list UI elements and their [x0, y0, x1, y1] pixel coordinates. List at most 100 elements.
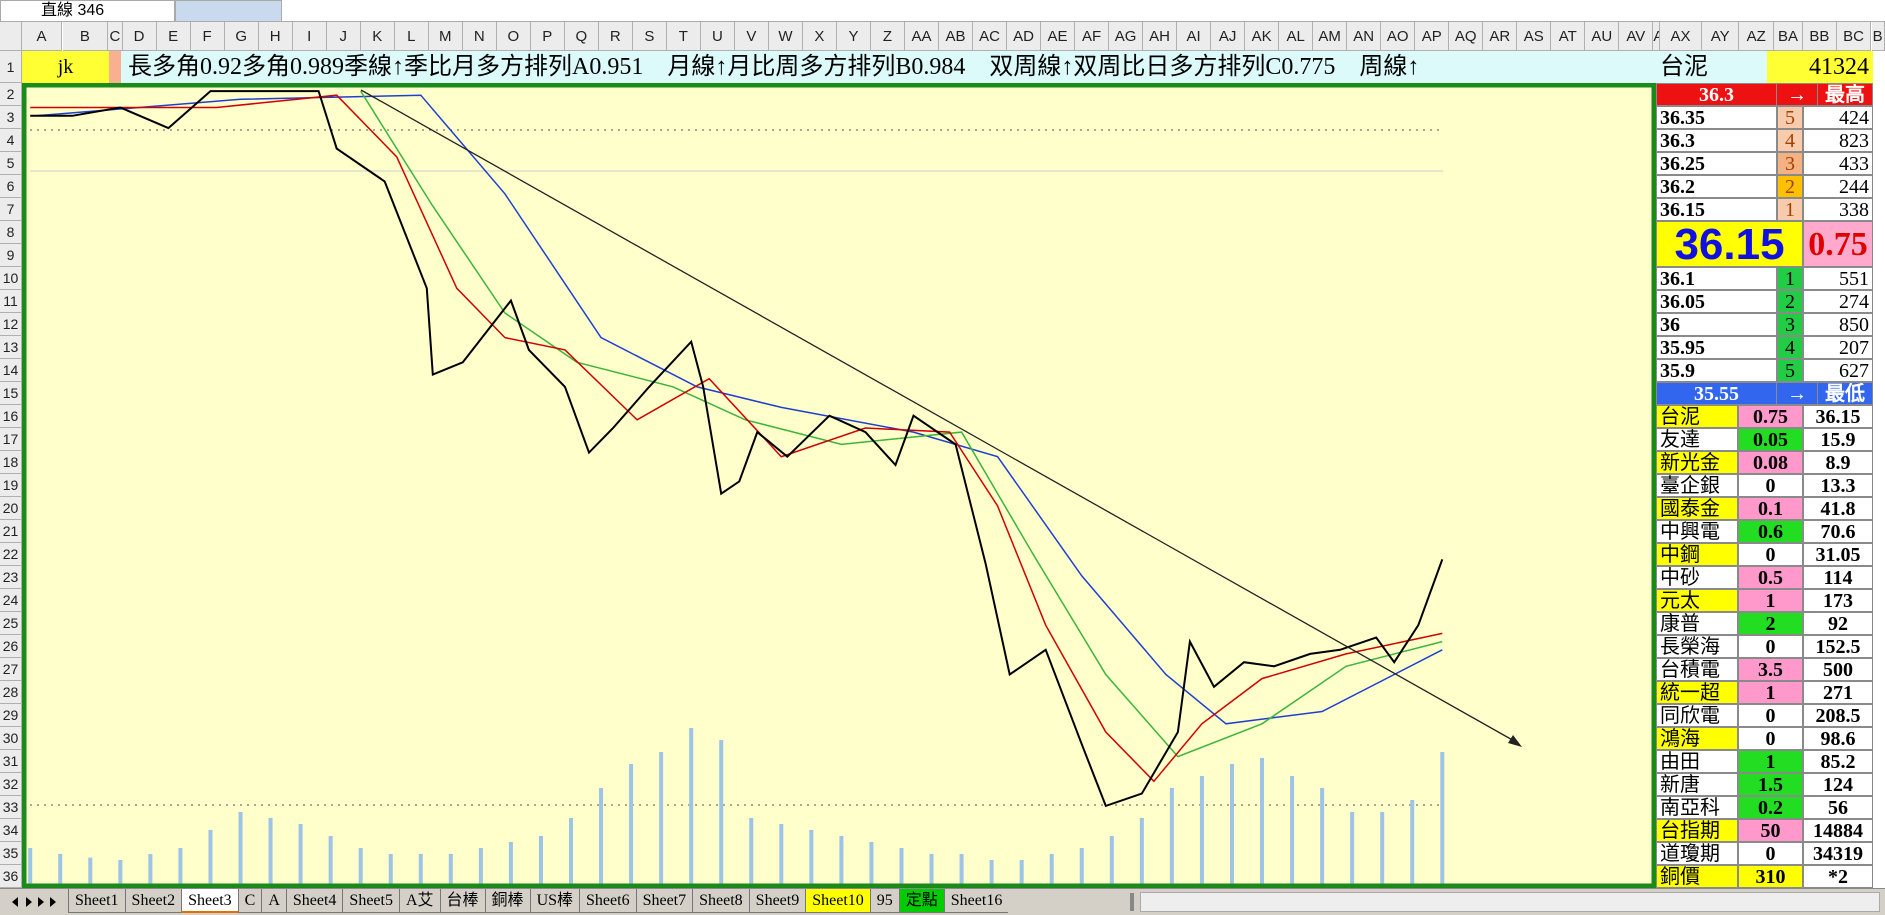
column-header: B: [1871, 22, 1885, 51]
row-header: 31: [0, 750, 22, 773]
row-header: 25: [0, 612, 22, 635]
volume-bar: [508, 841, 513, 884]
sheet-tab[interactable]: A艾: [398, 889, 441, 913]
sheet-tab[interactable]: A: [261, 889, 287, 913]
sheet-tab[interactable]: Sheet2: [124, 889, 183, 913]
book-volume: 274: [1803, 290, 1873, 313]
chart: [22, 83, 1656, 888]
column-header: Z: [870, 22, 905, 51]
tab-nav[interactable]: [4, 895, 64, 909]
book-volume: 627: [1803, 359, 1873, 382]
sheet-tab[interactable]: Sheet9: [748, 889, 807, 913]
volume-bar: [989, 859, 994, 884]
column-header: F: [190, 22, 225, 51]
book-price: 36: [1656, 313, 1777, 336]
sheet-tab[interactable]: C: [237, 889, 263, 913]
row-header: 16: [0, 405, 22, 428]
book-price: 36.35: [1656, 106, 1777, 129]
sheet-tab[interactable]: Sheet16: [943, 889, 1009, 913]
volume-bar: [869, 841, 874, 884]
volume-bar: [28, 847, 33, 884]
column-header: AX: [1659, 22, 1703, 51]
volume-bar: [1320, 787, 1325, 884]
volume-bar: [719, 739, 724, 884]
book-volume: 244: [1803, 175, 1873, 198]
column-header: L: [394, 22, 429, 51]
stock-price: 114: [1803, 566, 1873, 589]
book-volume: 338: [1803, 198, 1873, 221]
formula-bar[interactable]: [282, 0, 1885, 22]
column-header: AP: [1415, 22, 1450, 51]
sheet-tab[interactable]: Sheet10: [805, 889, 871, 913]
row-header: 33: [0, 796, 22, 819]
column-header: A: [1653, 22, 1660, 51]
stock-change: 50: [1738, 819, 1803, 842]
sheet-tab[interactable]: Sheet3: [181, 889, 239, 913]
sheet-tab[interactable]: Sheet4: [285, 889, 344, 913]
formula-button[interactable]: [175, 0, 282, 22]
sheet-tab[interactable]: Sheet5: [342, 889, 400, 913]
row-header: 24: [0, 589, 22, 612]
sheet-tab[interactable]: Sheet7: [635, 889, 694, 913]
book-level: 2: [1777, 175, 1803, 198]
stock-price: 500: [1803, 658, 1873, 681]
sheet-tab[interactable]: 95: [869, 889, 900, 913]
splitter[interactable]: [1130, 893, 1134, 911]
sheet-tab[interactable]: Sheet6: [579, 889, 637, 913]
column-header: AZ: [1739, 22, 1775, 51]
sheet-tab[interactable]: 台棒: [439, 889, 486, 913]
stock-name: 中砂: [1656, 566, 1738, 589]
stock-price: 36.15: [1803, 405, 1873, 428]
column-header: AC: [973, 22, 1008, 51]
volume-bar: [629, 763, 634, 884]
stock-price: 85.2: [1803, 750, 1873, 773]
name-box[interactable]: 直線 346: [0, 0, 175, 22]
stock-name: 台泥: [1656, 51, 1767, 83]
stock-change: 0.1: [1738, 497, 1803, 520]
sheet-tab[interactable]: 銅棒: [484, 889, 531, 913]
row-header: 11: [0, 290, 22, 313]
book-level: 3: [1777, 152, 1803, 175]
volume-bar: [1079, 847, 1084, 884]
arrow: →: [1777, 382, 1817, 405]
column-header: AO: [1381, 22, 1416, 51]
stock-name: 由田: [1656, 750, 1738, 773]
stock-change: 0: [1738, 474, 1803, 497]
volume-bar: [358, 847, 363, 884]
stock-change: 0.75: [1738, 405, 1803, 428]
column-header: I: [292, 22, 327, 51]
trend-line[interactable]: [360, 89, 1517, 743]
volume-bar: [1019, 859, 1024, 884]
volume-bar: [689, 727, 694, 884]
book-price: 35.95: [1656, 336, 1777, 359]
sheet-tab[interactable]: Sheet8: [692, 889, 750, 913]
row-header: 13: [0, 336, 22, 359]
stock-change: 0.2: [1738, 796, 1803, 819]
volume-bar: [388, 853, 393, 884]
stock-change: 1: [1738, 589, 1803, 612]
sheet-tab[interactable]: 定點: [898, 889, 945, 913]
sheet-tab[interactable]: US棒: [529, 889, 581, 913]
column-header: S: [632, 22, 667, 51]
column-header: R: [598, 22, 633, 51]
stock-change: 0.05: [1738, 428, 1803, 451]
volume-bar: [1290, 775, 1295, 884]
column-header: AD: [1007, 22, 1042, 51]
volume-bar: [809, 829, 814, 884]
volume-bar: [569, 817, 574, 884]
sheet-tab[interactable]: Sheet1: [68, 889, 126, 913]
stock-price: 70.6: [1803, 520, 1873, 543]
book-level: 5: [1777, 106, 1803, 129]
price: 36.3: [1656, 83, 1777, 106]
column-header: AJ: [1211, 22, 1246, 51]
horizontal-scrollbar[interactable]: [1140, 892, 1880, 912]
volume-bar: [659, 751, 664, 884]
column-header: W: [768, 22, 803, 51]
column-header: V: [734, 22, 769, 51]
volume-bar: [929, 853, 934, 884]
row-header: 19: [0, 474, 22, 497]
stock-change: 0: [1738, 635, 1803, 658]
marker-cell: [109, 51, 121, 83]
column-header: G: [224, 22, 259, 51]
volume-bar: [749, 817, 754, 884]
